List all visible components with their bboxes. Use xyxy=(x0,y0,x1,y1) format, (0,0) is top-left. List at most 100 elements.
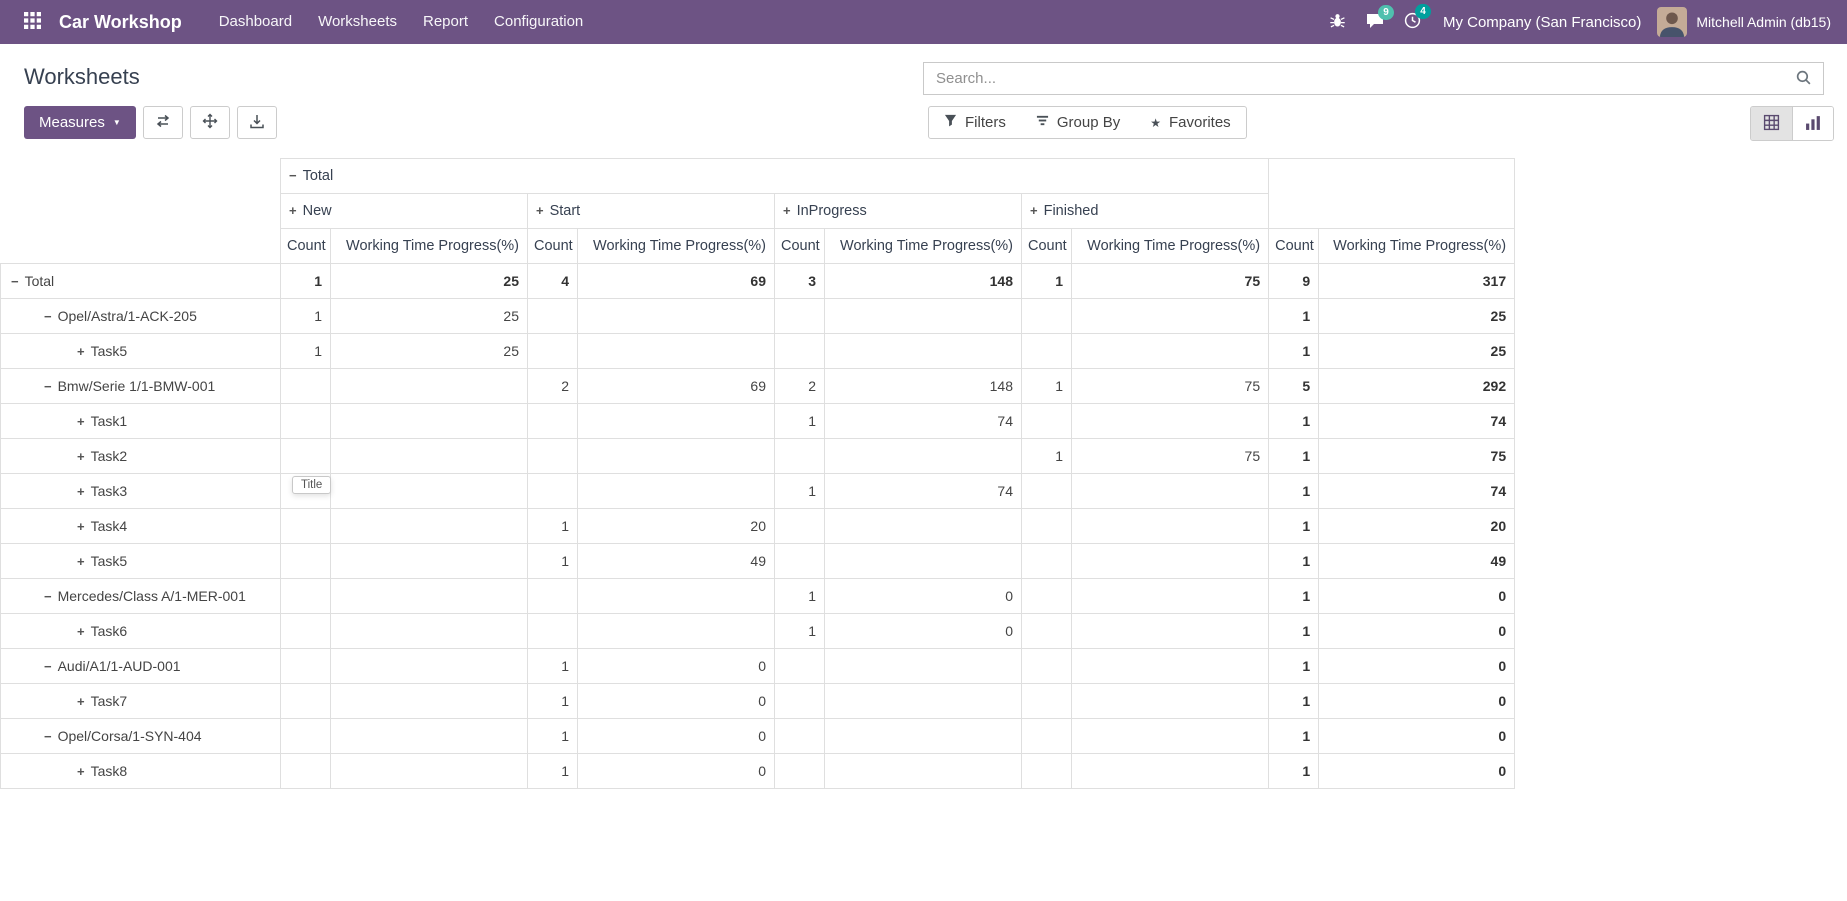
pivot-cell[interactable]: 1 xyxy=(527,718,578,754)
pivot-cell[interactable]: 1 xyxy=(1021,263,1072,299)
search-submit-button[interactable] xyxy=(1789,69,1823,89)
pivot-cell[interactable]: 69 xyxy=(577,368,775,404)
pivot-rowheader-task8[interactable]: + Task8 xyxy=(0,753,281,789)
pivot-cell[interactable]: 1 xyxy=(1268,403,1320,439)
group-by-button[interactable]: Group By xyxy=(1021,107,1135,138)
pivot-cell[interactable]: 1 xyxy=(1021,368,1072,404)
pivot-cell[interactable]: 74 xyxy=(1318,403,1516,439)
pivot-cell[interactable]: 1 xyxy=(1268,473,1320,509)
pivot-cell[interactable]: 0 xyxy=(824,613,1022,649)
pivot-cell[interactable]: 9 xyxy=(1268,263,1320,299)
pivot-cell[interactable]: 75 xyxy=(1318,438,1516,474)
pivot-cell[interactable]: 2 xyxy=(774,368,825,404)
pivot-cell[interactable]: 25 xyxy=(1318,333,1516,369)
pivot-cell[interactable]: 74 xyxy=(824,403,1022,439)
pivot-cell[interactable]: 1 xyxy=(527,683,578,719)
pivot-cell[interactable]: 20 xyxy=(577,508,775,544)
download-xlsx-button[interactable] xyxy=(236,106,277,139)
pivot-cell[interactable]: 25 xyxy=(330,333,528,369)
measure-header-working-time-progress[interactable]: Working Time Progress(%) xyxy=(1070,228,1270,264)
pivot-cell[interactable]: 1 xyxy=(1268,753,1320,789)
pivot-cell[interactable]: 0 xyxy=(577,753,775,789)
pivot-cell[interactable]: 1 xyxy=(774,578,825,614)
pivot-cell[interactable]: 25 xyxy=(1318,298,1516,334)
pivot-rowheader-task5[interactable]: + Task5 xyxy=(0,543,281,579)
pivot-rowheader-audi-a1-1-aud-001[interactable]: − Audi/A1/1-AUD-001 xyxy=(0,648,281,684)
pivot-cell[interactable]: 49 xyxy=(1318,543,1516,579)
user-avatar[interactable] xyxy=(1657,7,1688,37)
pivot-cell[interactable]: 74 xyxy=(824,473,1022,509)
pivot-cell[interactable]: 1 xyxy=(1268,648,1320,684)
pivot-cell[interactable]: 0 xyxy=(1318,718,1516,754)
pivot-cell[interactable]: 148 xyxy=(824,263,1022,299)
app-name[interactable]: Car Workshop xyxy=(59,11,182,32)
user-menu[interactable]: Mitchell Admin (db15) xyxy=(1696,14,1831,30)
pivot-cell[interactable]: 1 xyxy=(1268,718,1320,754)
pivot-cell[interactable]: 1 xyxy=(774,403,825,439)
pivot-view-button[interactable] xyxy=(1751,107,1792,140)
pivot-cell[interactable]: 1 xyxy=(1268,543,1320,579)
debug-menu-button[interactable] xyxy=(1319,6,1356,38)
pivot-cell[interactable]: 292 xyxy=(1318,368,1516,404)
pivot-cell[interactable]: 0 xyxy=(1318,683,1516,719)
pivot-rowheader-task5[interactable]: + Task5 xyxy=(0,333,281,369)
pivot-cell[interactable]: 1 xyxy=(774,613,825,649)
messages-button[interactable]: 9 xyxy=(1356,4,1394,38)
measure-header-count[interactable]: Count xyxy=(1268,228,1320,264)
graph-view-button[interactable] xyxy=(1792,107,1833,140)
pivot-cell[interactable]: 1 xyxy=(1268,683,1320,719)
measure-header-count[interactable]: Count xyxy=(527,228,578,264)
measure-header-count[interactable]: Count xyxy=(280,228,331,264)
pivot-rowheader-total[interactable]: − Total xyxy=(0,263,281,299)
pivot-cell[interactable]: 1 xyxy=(280,263,331,299)
pivot-cell[interactable]: 74 xyxy=(1318,473,1516,509)
pivot-colgroup-finished[interactable]: + Finished xyxy=(1020,193,1270,229)
pivot-rowheader-task1[interactable]: + Task1 xyxy=(0,403,281,439)
pivot-rowheader-mercedes-class-a-1-mer-001[interactable]: − Mercedes/Class A/1-MER-001 xyxy=(0,578,281,614)
nav-item-report[interactable]: Report xyxy=(410,0,481,44)
pivot-cell[interactable]: 1 xyxy=(1268,298,1320,334)
pivot-cell[interactable]: 1 xyxy=(527,508,578,544)
pivot-cell[interactable]: 317 xyxy=(1318,263,1516,299)
pivot-cell[interactable]: 0 xyxy=(1318,648,1516,684)
pivot-cell[interactable]: 1 xyxy=(1268,578,1320,614)
pivot-cell[interactable]: 0 xyxy=(577,683,775,719)
flip-axis-button[interactable] xyxy=(142,106,183,139)
pivot-rowheader-task7[interactable]: + Task7 xyxy=(0,683,281,719)
search-input[interactable] xyxy=(924,70,1789,87)
measures-button[interactable]: Measures ▼ xyxy=(24,106,136,139)
pivot-cell[interactable]: 148 xyxy=(824,368,1022,404)
pivot-cell[interactable]: 1 xyxy=(280,298,331,334)
pivot-cell[interactable]: 1 xyxy=(280,333,331,369)
pivot-rowheader-task3[interactable]: + Task3 xyxy=(0,473,281,509)
pivot-cell[interactable]: 4 xyxy=(527,263,578,299)
pivot-rowheader-task4[interactable]: + Task4 xyxy=(0,508,281,544)
pivot-cell[interactable]: 0 xyxy=(1318,578,1516,614)
pivot-cell[interactable]: 1 xyxy=(774,473,825,509)
pivot-cell[interactable]: 0 xyxy=(1318,613,1516,649)
pivot-cell[interactable]: 75 xyxy=(1070,368,1270,404)
pivot-cell[interactable]: 3 xyxy=(774,263,825,299)
pivot-cell[interactable]: 1 xyxy=(527,648,578,684)
pivot-cell[interactable]: 20 xyxy=(1318,508,1516,544)
measure-header-count[interactable]: Count xyxy=(774,228,825,264)
pivot-rowheader-task6[interactable]: + Task6 xyxy=(0,613,281,649)
measure-header-count[interactable]: Count xyxy=(1021,228,1072,264)
pivot-cell[interactable]: 5 xyxy=(1268,368,1320,404)
pivot-cell[interactable]: 1 xyxy=(527,543,578,579)
pivot-colgroup-inprogress[interactable]: + InProgress xyxy=(774,193,1022,229)
activities-button[interactable]: 4 xyxy=(1394,4,1431,38)
nav-item-worksheets[interactable]: Worksheets xyxy=(305,0,410,44)
measure-header-working-time-progress[interactable]: Working Time Progress(%) xyxy=(330,228,528,264)
favorites-button[interactable]: ★ Favorites xyxy=(1135,107,1245,138)
pivot-colgroup-new[interactable]: + New xyxy=(280,193,528,229)
pivot-cell[interactable]: 25 xyxy=(330,263,528,299)
pivot-cell[interactable]: 1 xyxy=(1268,508,1320,544)
pivot-cell[interactable]: 69 xyxy=(577,263,775,299)
filters-button[interactable]: Filters xyxy=(929,107,1021,138)
apps-menu-button[interactable] xyxy=(16,6,49,38)
nav-item-dashboard[interactable]: Dashboard xyxy=(206,0,305,44)
pivot-rowheader-opel-corsa-1-syn-404[interactable]: − Opel/Corsa/1-SYN-404 xyxy=(0,718,281,754)
pivot-cell[interactable]: 0 xyxy=(1318,753,1516,789)
pivot-cell[interactable]: 1 xyxy=(1268,438,1320,474)
